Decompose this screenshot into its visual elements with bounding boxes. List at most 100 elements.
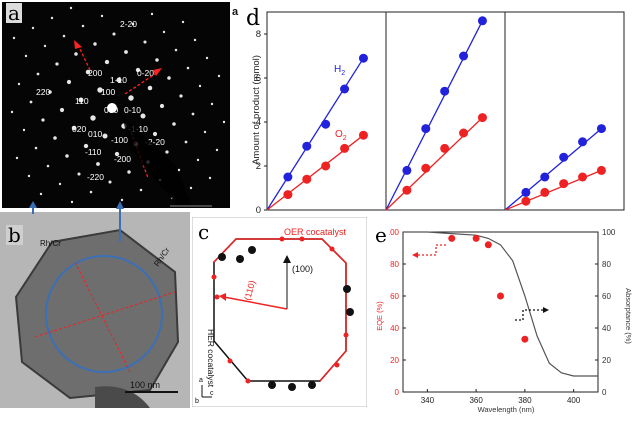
d-y-tick-label: 2 xyxy=(256,161,261,172)
label-100: (100) xyxy=(292,264,313,274)
d-point-O2 xyxy=(459,128,469,138)
diffraction-spot xyxy=(205,56,209,60)
d-subpanel-frame xyxy=(385,11,506,211)
diffraction-spot xyxy=(55,62,59,66)
d-point-H2 xyxy=(340,84,350,94)
spot-label: 100 xyxy=(101,87,115,97)
beam-stop xyxy=(122,115,192,206)
spot-label: 0-20 xyxy=(137,68,154,78)
diffraction-spot xyxy=(93,42,97,46)
e-x-axis-label: Wavelength (nm) xyxy=(478,405,535,414)
eqe-point xyxy=(484,241,492,249)
d-point-H2 xyxy=(477,16,487,26)
d-point-H2 xyxy=(578,137,588,147)
diffraction-spot xyxy=(81,24,85,28)
arrow-110 xyxy=(223,296,288,310)
diffraction-spot xyxy=(90,115,96,121)
diffraction-spot xyxy=(131,22,135,26)
rh-cr-label-left: Rh/Cr xyxy=(40,239,61,248)
d-subpanels xyxy=(266,11,625,211)
diffraction-spot xyxy=(162,30,166,34)
diffraction-spot xyxy=(174,48,178,52)
diffraction-spot xyxy=(179,94,183,98)
diffraction-spot xyxy=(210,102,214,106)
spot-label: 200 xyxy=(88,68,102,78)
d-point-O2 xyxy=(402,185,412,195)
spot-label: 1-10 xyxy=(110,75,127,85)
diffraction-spot xyxy=(100,14,104,18)
d-point-H2 xyxy=(302,141,312,151)
d-point-H2 xyxy=(596,124,606,134)
diffraction-spot xyxy=(191,112,195,116)
d-point-O2 xyxy=(421,163,431,173)
d-subpanel xyxy=(385,11,506,211)
diffraction-spot xyxy=(215,148,219,152)
diffraction-spot xyxy=(85,69,91,75)
d-point-H2 xyxy=(402,165,412,175)
diffraction-spot xyxy=(124,50,128,54)
d-point-O2 xyxy=(578,172,588,182)
e-y-tick-label-left: 80 xyxy=(390,260,399,269)
diffraction-spot xyxy=(147,85,153,91)
axis-c: c xyxy=(210,390,214,397)
axis-a: a xyxy=(199,377,203,384)
diffraction-spot xyxy=(116,77,122,83)
diffraction-spot xyxy=(102,133,108,139)
d-point-H2 xyxy=(459,51,469,61)
eqe-point xyxy=(472,234,480,242)
d-point-O2 xyxy=(440,143,450,153)
diffraction-spot xyxy=(143,40,147,44)
d-point-H2 xyxy=(521,187,531,197)
e-y-tick-label-left: 20 xyxy=(390,356,399,365)
diffraction-spot xyxy=(112,32,116,36)
spot-label: 020 xyxy=(72,124,86,134)
spot-label: -100 xyxy=(111,135,128,145)
diffraction-spot xyxy=(43,44,47,48)
d-y-tick-label: 8 xyxy=(256,29,261,40)
spot-label: 220 xyxy=(36,87,50,97)
diffraction-spot xyxy=(58,182,62,186)
diffraction-spot xyxy=(120,198,124,202)
d-subpanel xyxy=(266,11,387,211)
d-point-O2 xyxy=(540,187,550,197)
spot-label: 000 xyxy=(104,105,118,115)
adjacent-particle xyxy=(95,386,150,408)
d-fit-line xyxy=(504,128,602,211)
diffraction-spot xyxy=(65,154,69,158)
diffraction-spot xyxy=(186,66,190,70)
diffraction-spot xyxy=(27,174,31,178)
diffraction-spot xyxy=(107,103,117,113)
d-point-O2 xyxy=(596,165,606,175)
spot-label: 110 xyxy=(75,96,89,106)
cross-lines xyxy=(34,261,176,373)
diffraction-spot xyxy=(77,172,81,176)
e-y-tick-label-right: 60 xyxy=(602,292,611,301)
d-point-O2 xyxy=(283,190,293,200)
arrow-heads xyxy=(74,40,162,76)
spot-label: -220 xyxy=(87,172,104,182)
spot-label: -110 xyxy=(85,147,102,157)
diffraction-spot xyxy=(66,79,72,85)
diffraction-spot xyxy=(196,158,200,162)
diffraction-spot xyxy=(203,130,207,134)
diffraction-spot xyxy=(12,36,16,40)
diffraction-spot xyxy=(41,118,45,122)
d-point-H2 xyxy=(283,172,293,182)
d-legend: H2 O2 xyxy=(334,64,347,142)
diffraction-spot xyxy=(69,6,73,10)
panel-d-chart: a Amount of product (mmol) 0 2 4 6 8 H2 O2 xyxy=(232,6,625,215)
e-plot-area: 340 360 380 400 0 0 20 20 40 40 60 60 80 80 100 100 xyxy=(386,228,616,405)
oer-facets xyxy=(213,238,347,382)
direction-arrows xyxy=(77,44,159,179)
spot-labels: 2-20 200 1-10 0-20 220 110 100 000 0-10 … xyxy=(36,19,165,182)
e-x-tick-label: 340 xyxy=(421,396,435,405)
diffraction-spot xyxy=(62,34,66,38)
diffraction-spot xyxy=(48,90,52,94)
d-point-O2 xyxy=(340,143,350,153)
d-point-H2 xyxy=(321,119,331,129)
e-y-tick-label-right: 0 xyxy=(602,388,607,397)
d-point-O2 xyxy=(321,161,331,171)
diffraction-spot xyxy=(217,74,221,78)
diffraction-spot xyxy=(10,110,14,114)
d-point-O2 xyxy=(477,113,487,123)
